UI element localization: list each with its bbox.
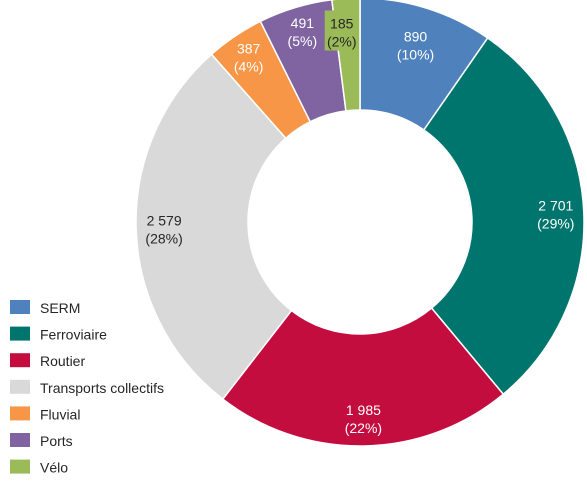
- percent-label-velo: (2%): [327, 34, 357, 50]
- percent-label-fluvial: (4%): [234, 59, 264, 75]
- legend-swatch-transports-collectifs: [10, 379, 30, 394]
- value-label-velo: 185: [330, 16, 354, 32]
- value-label-serm: 890: [404, 29, 428, 45]
- legend-swatch-ports: [10, 433, 30, 447]
- value-label-ports: 491: [291, 15, 315, 31]
- slice-transports-collectifs: [135, 53, 293, 401]
- value-label-ferroviaire: 2 701: [538, 197, 573, 213]
- donut-slices: [135, 0, 585, 447]
- legend-label-transports-collectifs: Transports collectifs: [40, 380, 164, 396]
- slice-ports: [259, 0, 347, 123]
- legend-swatch-velo: [10, 459, 30, 474]
- percent-label-transports-collectifs: (28%): [145, 230, 182, 246]
- slice-ferroviaire: [422, 36, 585, 396]
- legend-swatch-routier: [10, 353, 30, 368]
- legend-swatch-serm: [10, 300, 30, 314]
- data-labels: 890 (10%) 2 701 (29%) 1 985 (22%) 2 579 (28%) 38…: [145, 10, 574, 436]
- legend-swatch-fluvial: [10, 406, 30, 421]
- legend: SERM Ferroviaire Routier Transports collect…: [10, 300, 164, 476]
- percent-label-routier: (22%): [345, 420, 382, 436]
- value-label-fluvial: 387: [237, 41, 261, 57]
- legend-label-velo: Vélo: [40, 460, 68, 476]
- percent-label-ports: (5%): [288, 33, 318, 49]
- legend-swatch-ferroviaire: [10, 326, 30, 341]
- label-bg-velo: [324, 10, 359, 51]
- legend-label-fluvial: Fluvial: [40, 406, 80, 422]
- legend-label-ports: Ports: [40, 433, 73, 449]
- percent-label-serm: (10%): [397, 47, 434, 63]
- value-label-routier: 1 985: [346, 402, 381, 418]
- percent-label-ferroviaire: (29%): [537, 215, 574, 231]
- legend-label-serm: SERM: [40, 300, 80, 316]
- value-label-transports-collectifs: 2 579: [147, 212, 182, 228]
- legend-label-ferroviaire: Ferroviaire: [40, 327, 107, 343]
- legend-label-routier: Routier: [40, 353, 85, 369]
- slice-routier: [221, 307, 505, 447]
